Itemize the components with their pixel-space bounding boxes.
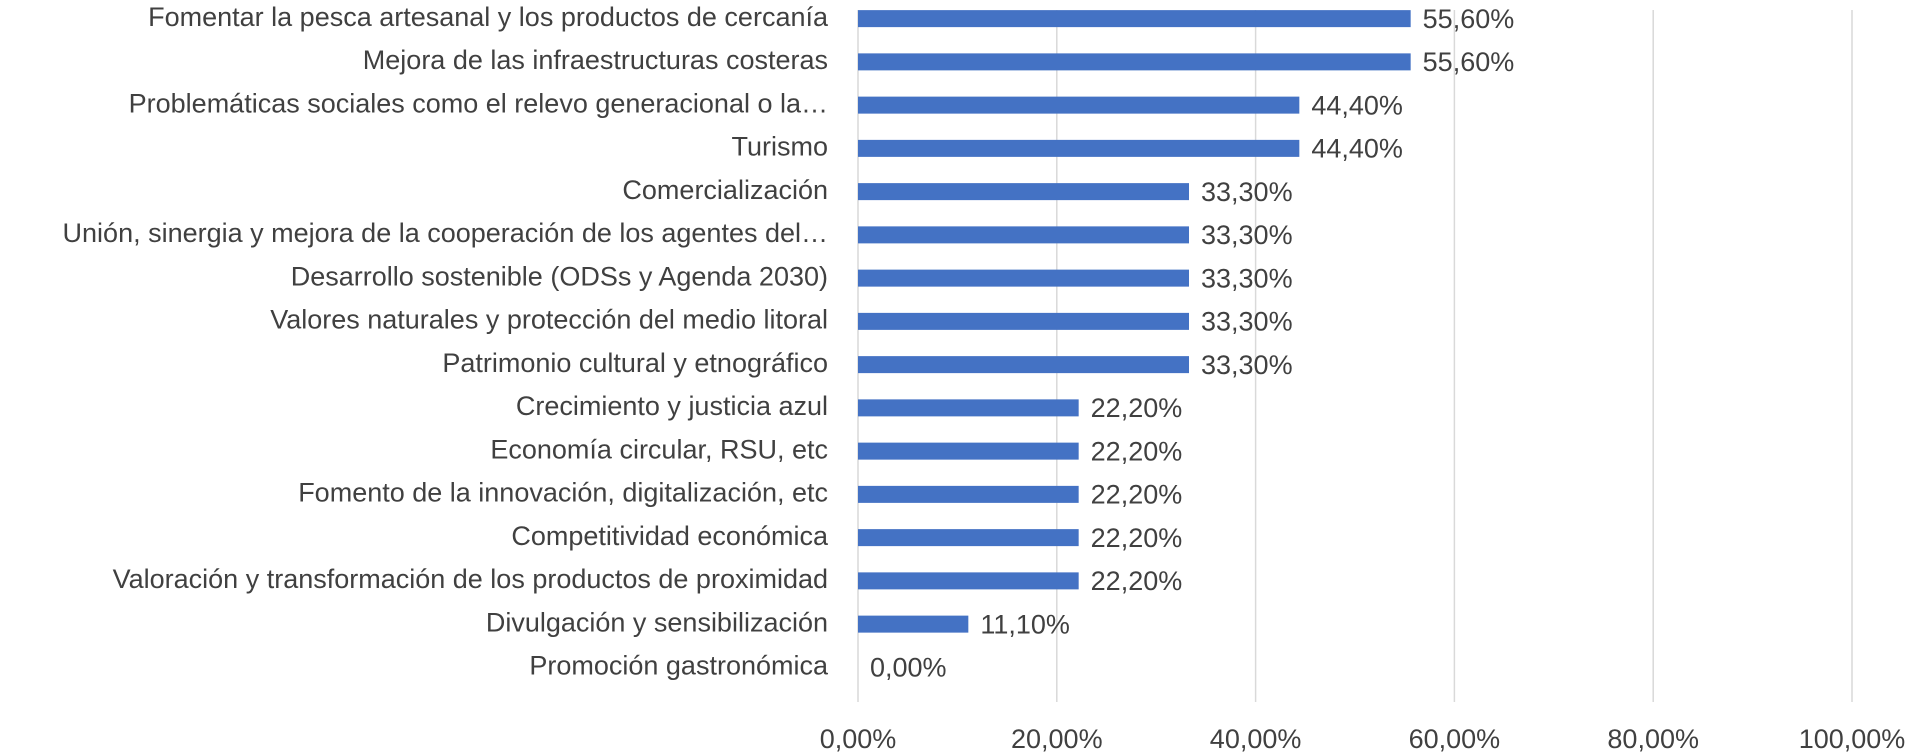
bar [858, 139, 1300, 157]
y-tick-label: Comercialización [622, 175, 828, 205]
x-tick-label: 100,00% [1799, 724, 1906, 754]
data-label: 22,20% [1091, 436, 1183, 466]
bar [858, 356, 1190, 374]
bar [858, 529, 1079, 547]
y-tick-label: Competitividad económica [511, 521, 829, 551]
y-tick-label: Valores naturales y protección del medio… [270, 305, 828, 335]
y-tick-label: Desarrollo sostenible (ODSs y Agenda 203… [291, 261, 828, 291]
bar [858, 53, 1411, 71]
y-tick-label: Mejora de las infraestructuras costeras [363, 45, 828, 75]
y-tick-label: Economía circular, RSU, etc [490, 434, 828, 464]
data-label: 22,20% [1091, 566, 1183, 596]
data-label: 33,30% [1201, 307, 1293, 337]
bar [858, 96, 1300, 114]
bar [858, 312, 1190, 330]
bar [858, 485, 1079, 503]
x-tick-label: 80,00% [1607, 724, 1699, 754]
bar [858, 269, 1190, 287]
y-tick-label: Fomentar la pesca artesanal y los produc… [148, 2, 829, 32]
x-tick-label: 60,00% [1409, 724, 1501, 754]
y-tick-label: Promoción gastronómica [529, 651, 829, 681]
y-tick-label: Unión, sinergia y mejora de la cooperaci… [63, 218, 828, 248]
y-tick-label: Divulgación y sensibilización [486, 607, 828, 637]
y-tick-label: Crecimiento y justicia azul [516, 391, 828, 421]
x-tick-label: 0,00% [820, 724, 897, 754]
data-label: 33,30% [1201, 220, 1293, 250]
data-label: 22,20% [1091, 393, 1183, 423]
bar [858, 442, 1079, 460]
y-tick-label: Fomento de la innovación, digitalización… [298, 478, 828, 508]
y-tick-label: Turismo [731, 132, 828, 162]
data-label: 33,30% [1201, 177, 1293, 207]
bar [858, 615, 969, 633]
bar [858, 183, 1190, 201]
bar [858, 10, 1411, 28]
data-label: 11,10% [980, 609, 1070, 639]
y-tick-label: Valoración y transformación de los produ… [113, 564, 828, 594]
data-label: 0,00% [870, 653, 947, 683]
data-label: 44,40% [1311, 134, 1403, 164]
x-tick-label: 40,00% [1210, 724, 1302, 754]
bar [858, 226, 1190, 244]
y-tick-label: Problemáticas sociales como el relevo ge… [129, 88, 828, 118]
data-label: 22,20% [1091, 523, 1183, 553]
data-label: 44,40% [1311, 90, 1403, 120]
y-tick-label: Patrimonio cultural y etnográfico [442, 348, 828, 378]
data-label: 33,30% [1201, 263, 1293, 293]
data-label: 55,60% [1423, 47, 1515, 77]
x-tick-label: 20,00% [1011, 724, 1103, 754]
bar [858, 572, 1079, 590]
data-label: 22,20% [1091, 480, 1183, 510]
data-label: 33,30% [1201, 350, 1293, 380]
data-label: 55,60% [1423, 4, 1515, 34]
bar [858, 399, 1079, 417]
